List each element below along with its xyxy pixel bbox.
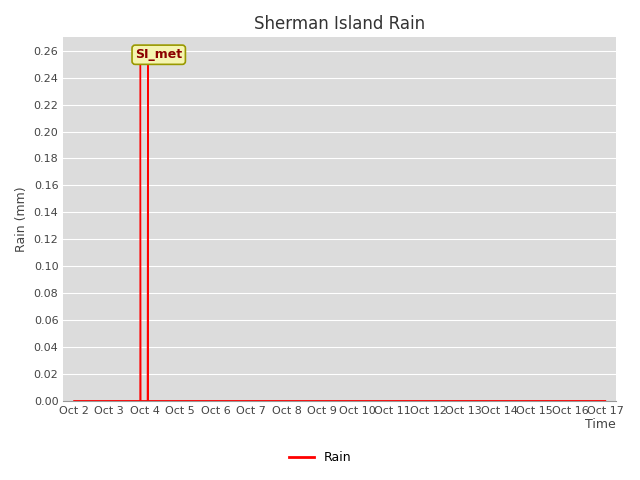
Title: Sherman Island Rain: Sherman Island Rain <box>254 15 425 33</box>
X-axis label: Time: Time <box>586 419 616 432</box>
Y-axis label: Rain (mm): Rain (mm) <box>15 186 28 252</box>
Legend: Rain: Rain <box>284 446 356 469</box>
Text: SI_met: SI_met <box>135 48 182 61</box>
